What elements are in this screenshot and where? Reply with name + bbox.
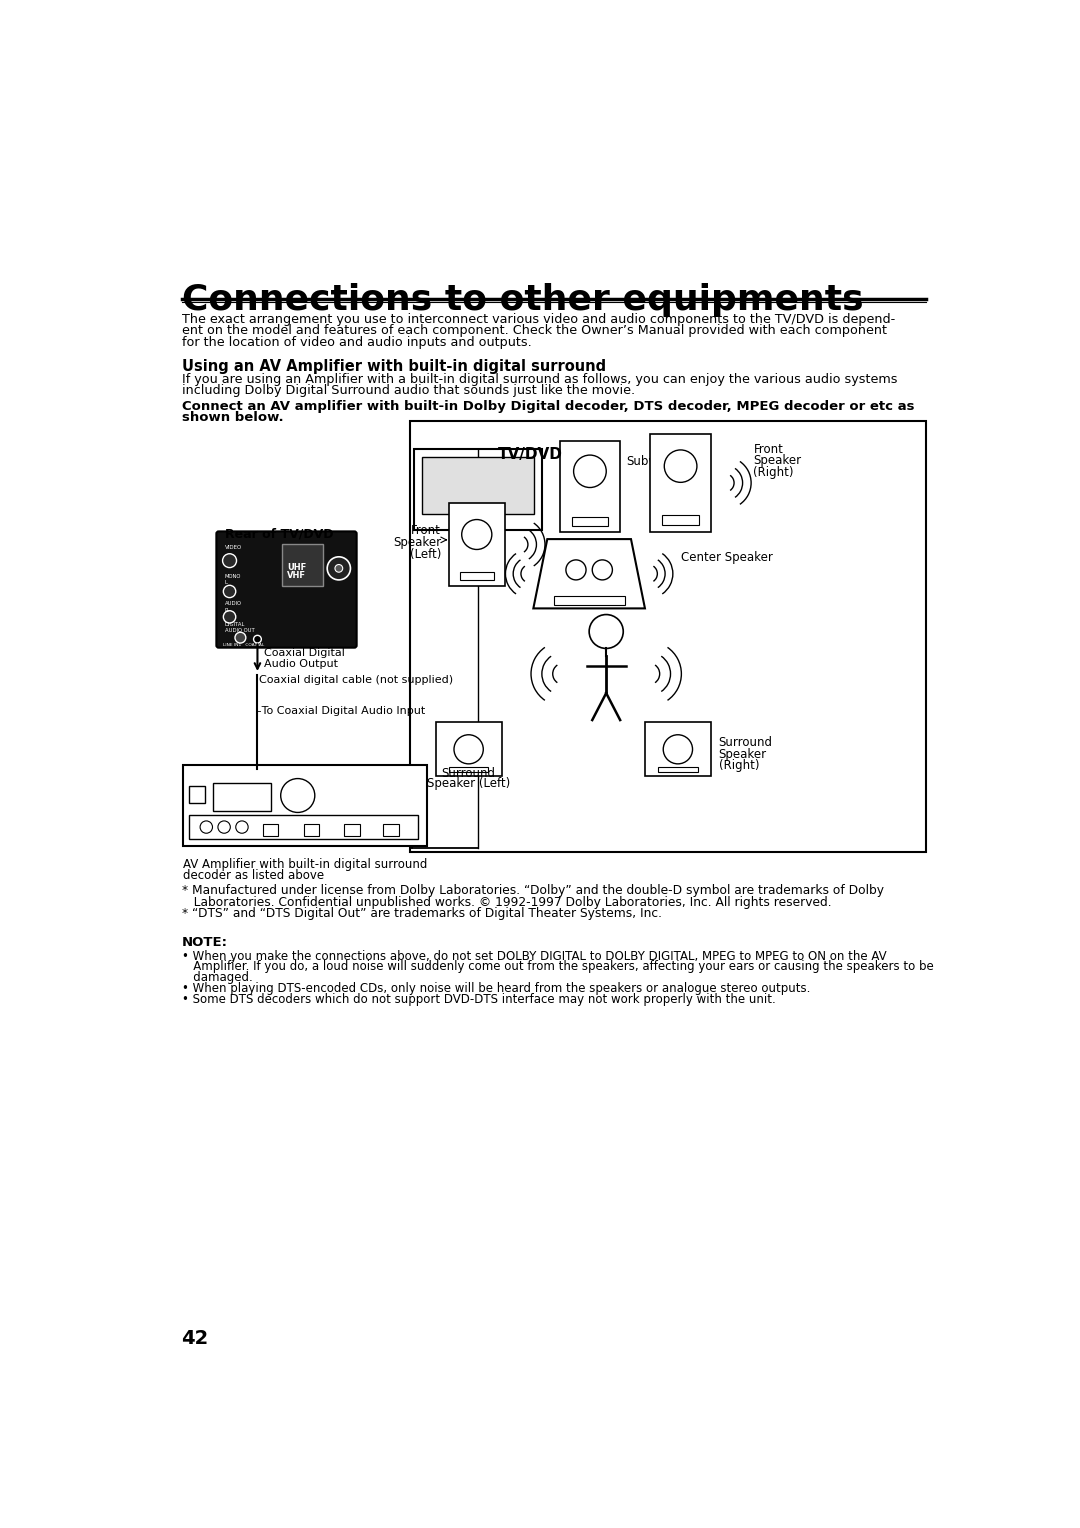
Bar [650, 434, 711, 532]
Circle shape [281, 779, 314, 813]
Bar [414, 449, 542, 530]
Text: UHF: UHF [287, 562, 306, 571]
Circle shape [224, 611, 235, 623]
Bar [189, 787, 205, 804]
Text: damaged.: damaged. [181, 972, 253, 984]
Bar [303, 824, 320, 836]
Circle shape [200, 821, 213, 833]
Text: LINE IN1   COAXIAL: LINE IN1 COAXIAL [222, 643, 264, 646]
Circle shape [327, 556, 350, 581]
Text: Using an AV Amplifier with built-in digital surround: Using an AV Amplifier with built-in digi… [181, 359, 606, 374]
Text: * “DTS” and “DTS Digital Out” are trademarks of Digital Theater Systems, Inc.: * “DTS” and “DTS Digital Out” are tradem… [181, 908, 661, 920]
Text: Connections to other equipments: Connections to other equipments [181, 284, 863, 318]
Bar [282, 544, 323, 587]
Text: Subwoofer: Subwoofer [626, 455, 689, 468]
Bar [662, 515, 699, 526]
Circle shape [663, 735, 692, 764]
Text: MONO: MONO [225, 573, 241, 579]
Text: Coaxial Digital: Coaxial Digital [264, 648, 345, 659]
Text: Speaker (Left): Speaker (Left) [427, 778, 510, 790]
Text: • When playing DTS-encoded CDs, only noise will be heard from the speakers or an: • When playing DTS-encoded CDs, only noi… [181, 983, 810, 995]
Text: TV/DVD: TV/DVD [498, 448, 563, 463]
Circle shape [462, 520, 491, 550]
Text: R: R [225, 608, 229, 613]
Circle shape [590, 614, 623, 648]
Text: shown below.: shown below. [181, 411, 283, 425]
Text: Surround: Surround [718, 736, 772, 749]
Circle shape [218, 821, 230, 833]
Bar [183, 764, 428, 845]
Bar [658, 767, 698, 773]
Text: Speaker: Speaker [754, 454, 801, 468]
Bar [383, 824, 399, 836]
Text: (Right): (Right) [754, 466, 794, 478]
Text: If you are using an Amplifier with a built-in digital surround as follows, you c: If you are using an Amplifier with a bui… [181, 373, 897, 385]
Text: VHF: VHF [287, 570, 306, 579]
Circle shape [254, 636, 261, 643]
Circle shape [664, 449, 697, 483]
Text: • When you make the connections above, do not set DOLBY DIGITAL to DOLBY DIGITAL: • When you make the connections above, d… [181, 949, 886, 963]
Circle shape [235, 821, 248, 833]
Text: ent on the model and features of each component. Check the Owner’s Manual provid: ent on the model and features of each co… [181, 324, 887, 338]
Bar [435, 723, 501, 776]
Text: • Some DTS decoders which do not support DVD-DTS interface may not work properly: • Some DTS decoders which do not support… [181, 993, 775, 1005]
Bar [410, 420, 926, 851]
Text: AV Amplifier with built-in digital surround: AV Amplifier with built-in digital surro… [183, 857, 428, 871]
Text: –To Coaxial Digital Audio Input: –To Coaxial Digital Audio Input [256, 706, 426, 715]
Bar [449, 767, 488, 773]
Text: Laboratories. Confidential unpublished works. © 1992-1997 Dolby Laboratories, In: Laboratories. Confidential unpublished w… [181, 895, 832, 909]
Text: Front: Front [754, 443, 783, 455]
Circle shape [592, 559, 612, 581]
Circle shape [235, 633, 246, 643]
Text: Coaxial digital cable (not supplied): Coaxial digital cable (not supplied) [259, 675, 454, 685]
Text: Connect an AV amplifier with built-in Dolby Digital decoder, DTS decoder, MPEG d: Connect an AV amplifier with built-in Do… [181, 400, 914, 413]
Bar [571, 516, 608, 526]
Bar [554, 596, 625, 605]
Text: * Manufactured under license from Dolby Laboratories. “Dolby” and the double-D s: * Manufactured under license from Dolby … [181, 885, 883, 897]
Text: DIGITAL: DIGITAL [225, 622, 245, 628]
Text: Rear of TV/DVD: Rear of TV/DVD [225, 527, 333, 541]
Text: The exact arrangement you use to interconnect various video and audio components: The exact arrangement you use to interco… [181, 313, 894, 325]
Circle shape [454, 735, 483, 764]
Text: (Right): (Right) [718, 759, 759, 772]
Text: decoder as listed above: decoder as listed above [183, 868, 324, 882]
Text: AUDIO OUT: AUDIO OUT [225, 628, 255, 633]
Bar [460, 571, 494, 581]
Text: Speaker: Speaker [718, 747, 767, 761]
Circle shape [224, 585, 235, 597]
Text: AUDIO: AUDIO [225, 602, 242, 607]
Text: NOTE:: NOTE: [181, 937, 228, 949]
Text: for the location of video and audio inputs and outputs.: for the location of video and audio inpu… [181, 336, 531, 348]
Bar [645, 723, 711, 776]
Text: 42: 42 [181, 1329, 208, 1348]
Circle shape [222, 553, 237, 567]
Text: VIDEO: VIDEO [225, 545, 242, 550]
FancyBboxPatch shape [216, 532, 356, 648]
Text: Front: Front [411, 524, 441, 538]
Bar [213, 784, 271, 811]
Text: Center Speaker: Center Speaker [681, 550, 773, 564]
Text: Surround: Surround [442, 767, 496, 781]
Text: Speaker: Speaker [393, 536, 441, 549]
Circle shape [566, 559, 586, 581]
Bar [262, 824, 279, 836]
Bar [559, 442, 620, 532]
Text: Audio Output: Audio Output [264, 659, 338, 669]
Circle shape [573, 455, 606, 487]
Text: Amplifier. If you do, a loud noise will suddenly come out from the speakers, aff: Amplifier. If you do, a loud noise will … [181, 960, 933, 973]
Bar [449, 503, 504, 587]
Bar [345, 824, 360, 836]
Text: (Left): (Left) [409, 547, 441, 561]
Bar [422, 457, 535, 515]
Polygon shape [534, 539, 645, 608]
Circle shape [335, 564, 342, 571]
Bar [189, 814, 418, 839]
Text: including Dolby Digital Surround audio that sounds just like the movie.: including Dolby Digital Surround audio t… [181, 385, 635, 397]
Text: L: L [225, 581, 228, 585]
